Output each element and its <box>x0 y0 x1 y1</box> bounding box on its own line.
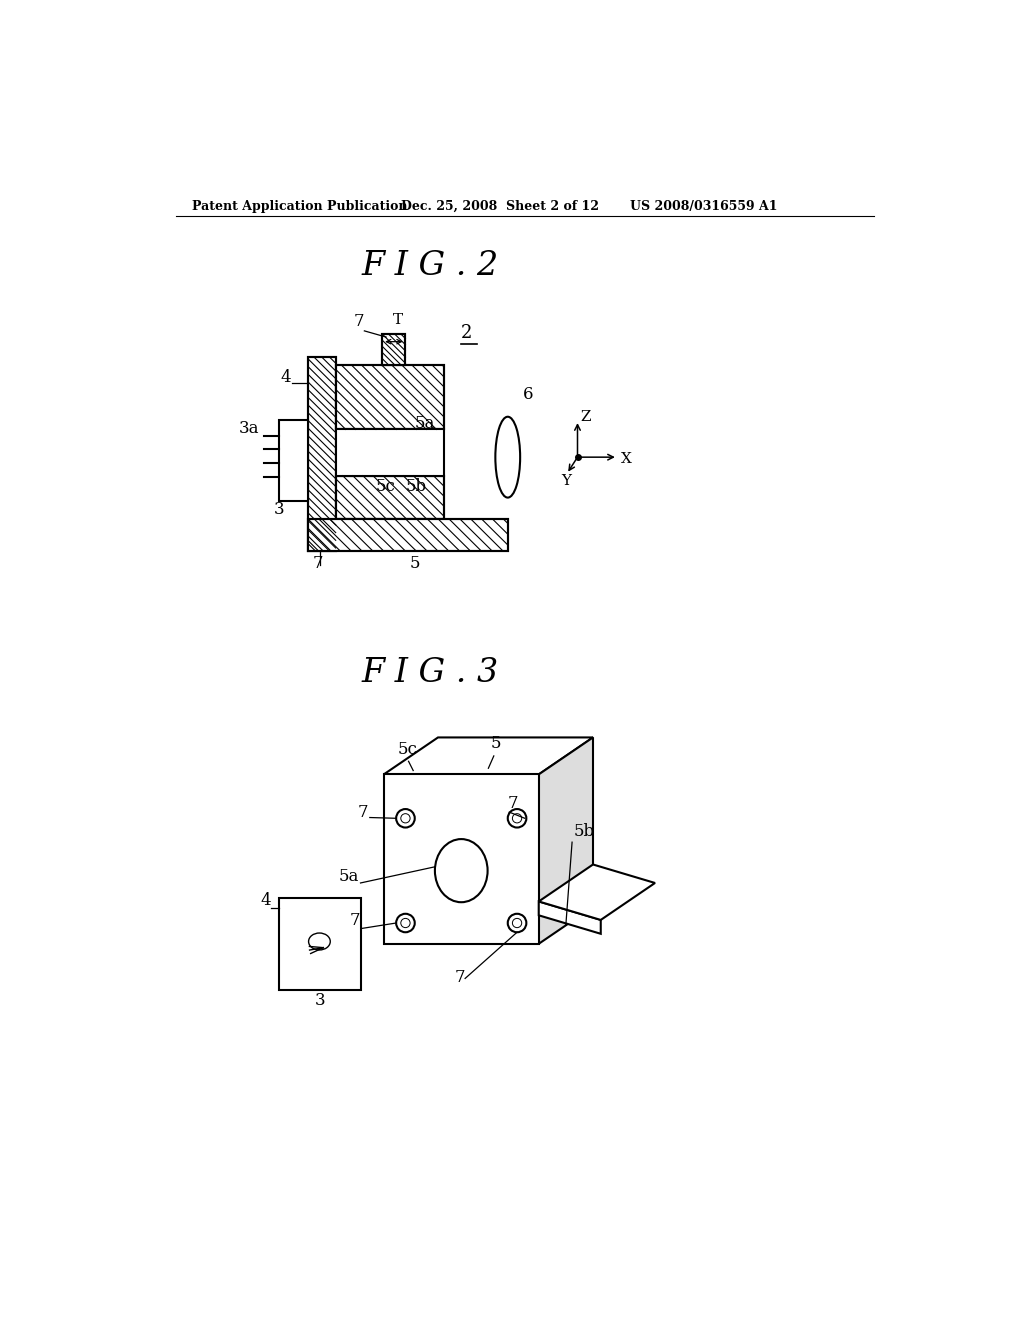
Text: 5: 5 <box>490 735 501 752</box>
Text: F I G . 2: F I G . 2 <box>361 251 499 282</box>
Text: 3: 3 <box>274 502 285 519</box>
Text: Patent Application Publication: Patent Application Publication <box>191 199 408 213</box>
Polygon shape <box>336 429 444 475</box>
Ellipse shape <box>435 840 487 903</box>
Text: Y: Y <box>561 474 571 488</box>
Polygon shape <box>336 475 444 519</box>
Text: 5c: 5c <box>376 478 395 495</box>
Ellipse shape <box>508 809 526 828</box>
Ellipse shape <box>396 809 415 828</box>
Text: 7: 7 <box>350 912 360 928</box>
Polygon shape <box>539 865 655 920</box>
Polygon shape <box>539 902 601 933</box>
Text: 7: 7 <box>455 969 465 986</box>
Text: 5: 5 <box>410 554 420 572</box>
Polygon shape <box>384 738 593 775</box>
Text: 4: 4 <box>260 892 270 909</box>
Polygon shape <box>382 334 406 364</box>
Text: 7: 7 <box>353 313 365 330</box>
Ellipse shape <box>508 913 526 932</box>
Text: 6: 6 <box>523 385 534 403</box>
Text: 3a: 3a <box>240 420 260 437</box>
Polygon shape <box>280 898 360 990</box>
Text: 5b: 5b <box>406 478 427 495</box>
Text: US 2008/0316559 A1: US 2008/0316559 A1 <box>630 199 777 213</box>
Ellipse shape <box>396 913 415 932</box>
Polygon shape <box>539 738 593 944</box>
Polygon shape <box>308 519 508 552</box>
Text: T: T <box>392 313 402 327</box>
Text: 7: 7 <box>508 795 518 812</box>
Text: X: X <box>621 451 632 466</box>
Polygon shape <box>280 420 308 502</box>
Text: 4: 4 <box>281 368 291 385</box>
Text: 7: 7 <box>357 804 369 821</box>
Polygon shape <box>384 775 539 944</box>
Text: 3: 3 <box>315 993 326 1010</box>
Text: F I G . 3: F I G . 3 <box>361 657 499 689</box>
Text: Dec. 25, 2008  Sheet 2 of 12: Dec. 25, 2008 Sheet 2 of 12 <box>400 199 599 213</box>
Text: 5a: 5a <box>415 414 435 432</box>
Text: Z: Z <box>581 411 591 424</box>
Text: 7: 7 <box>312 554 324 572</box>
Text: 5a: 5a <box>339 867 359 884</box>
Text: 5b: 5b <box>573 822 595 840</box>
Text: 2: 2 <box>461 323 473 342</box>
Text: 5c: 5c <box>397 741 418 758</box>
Polygon shape <box>308 358 336 552</box>
Polygon shape <box>336 364 444 429</box>
